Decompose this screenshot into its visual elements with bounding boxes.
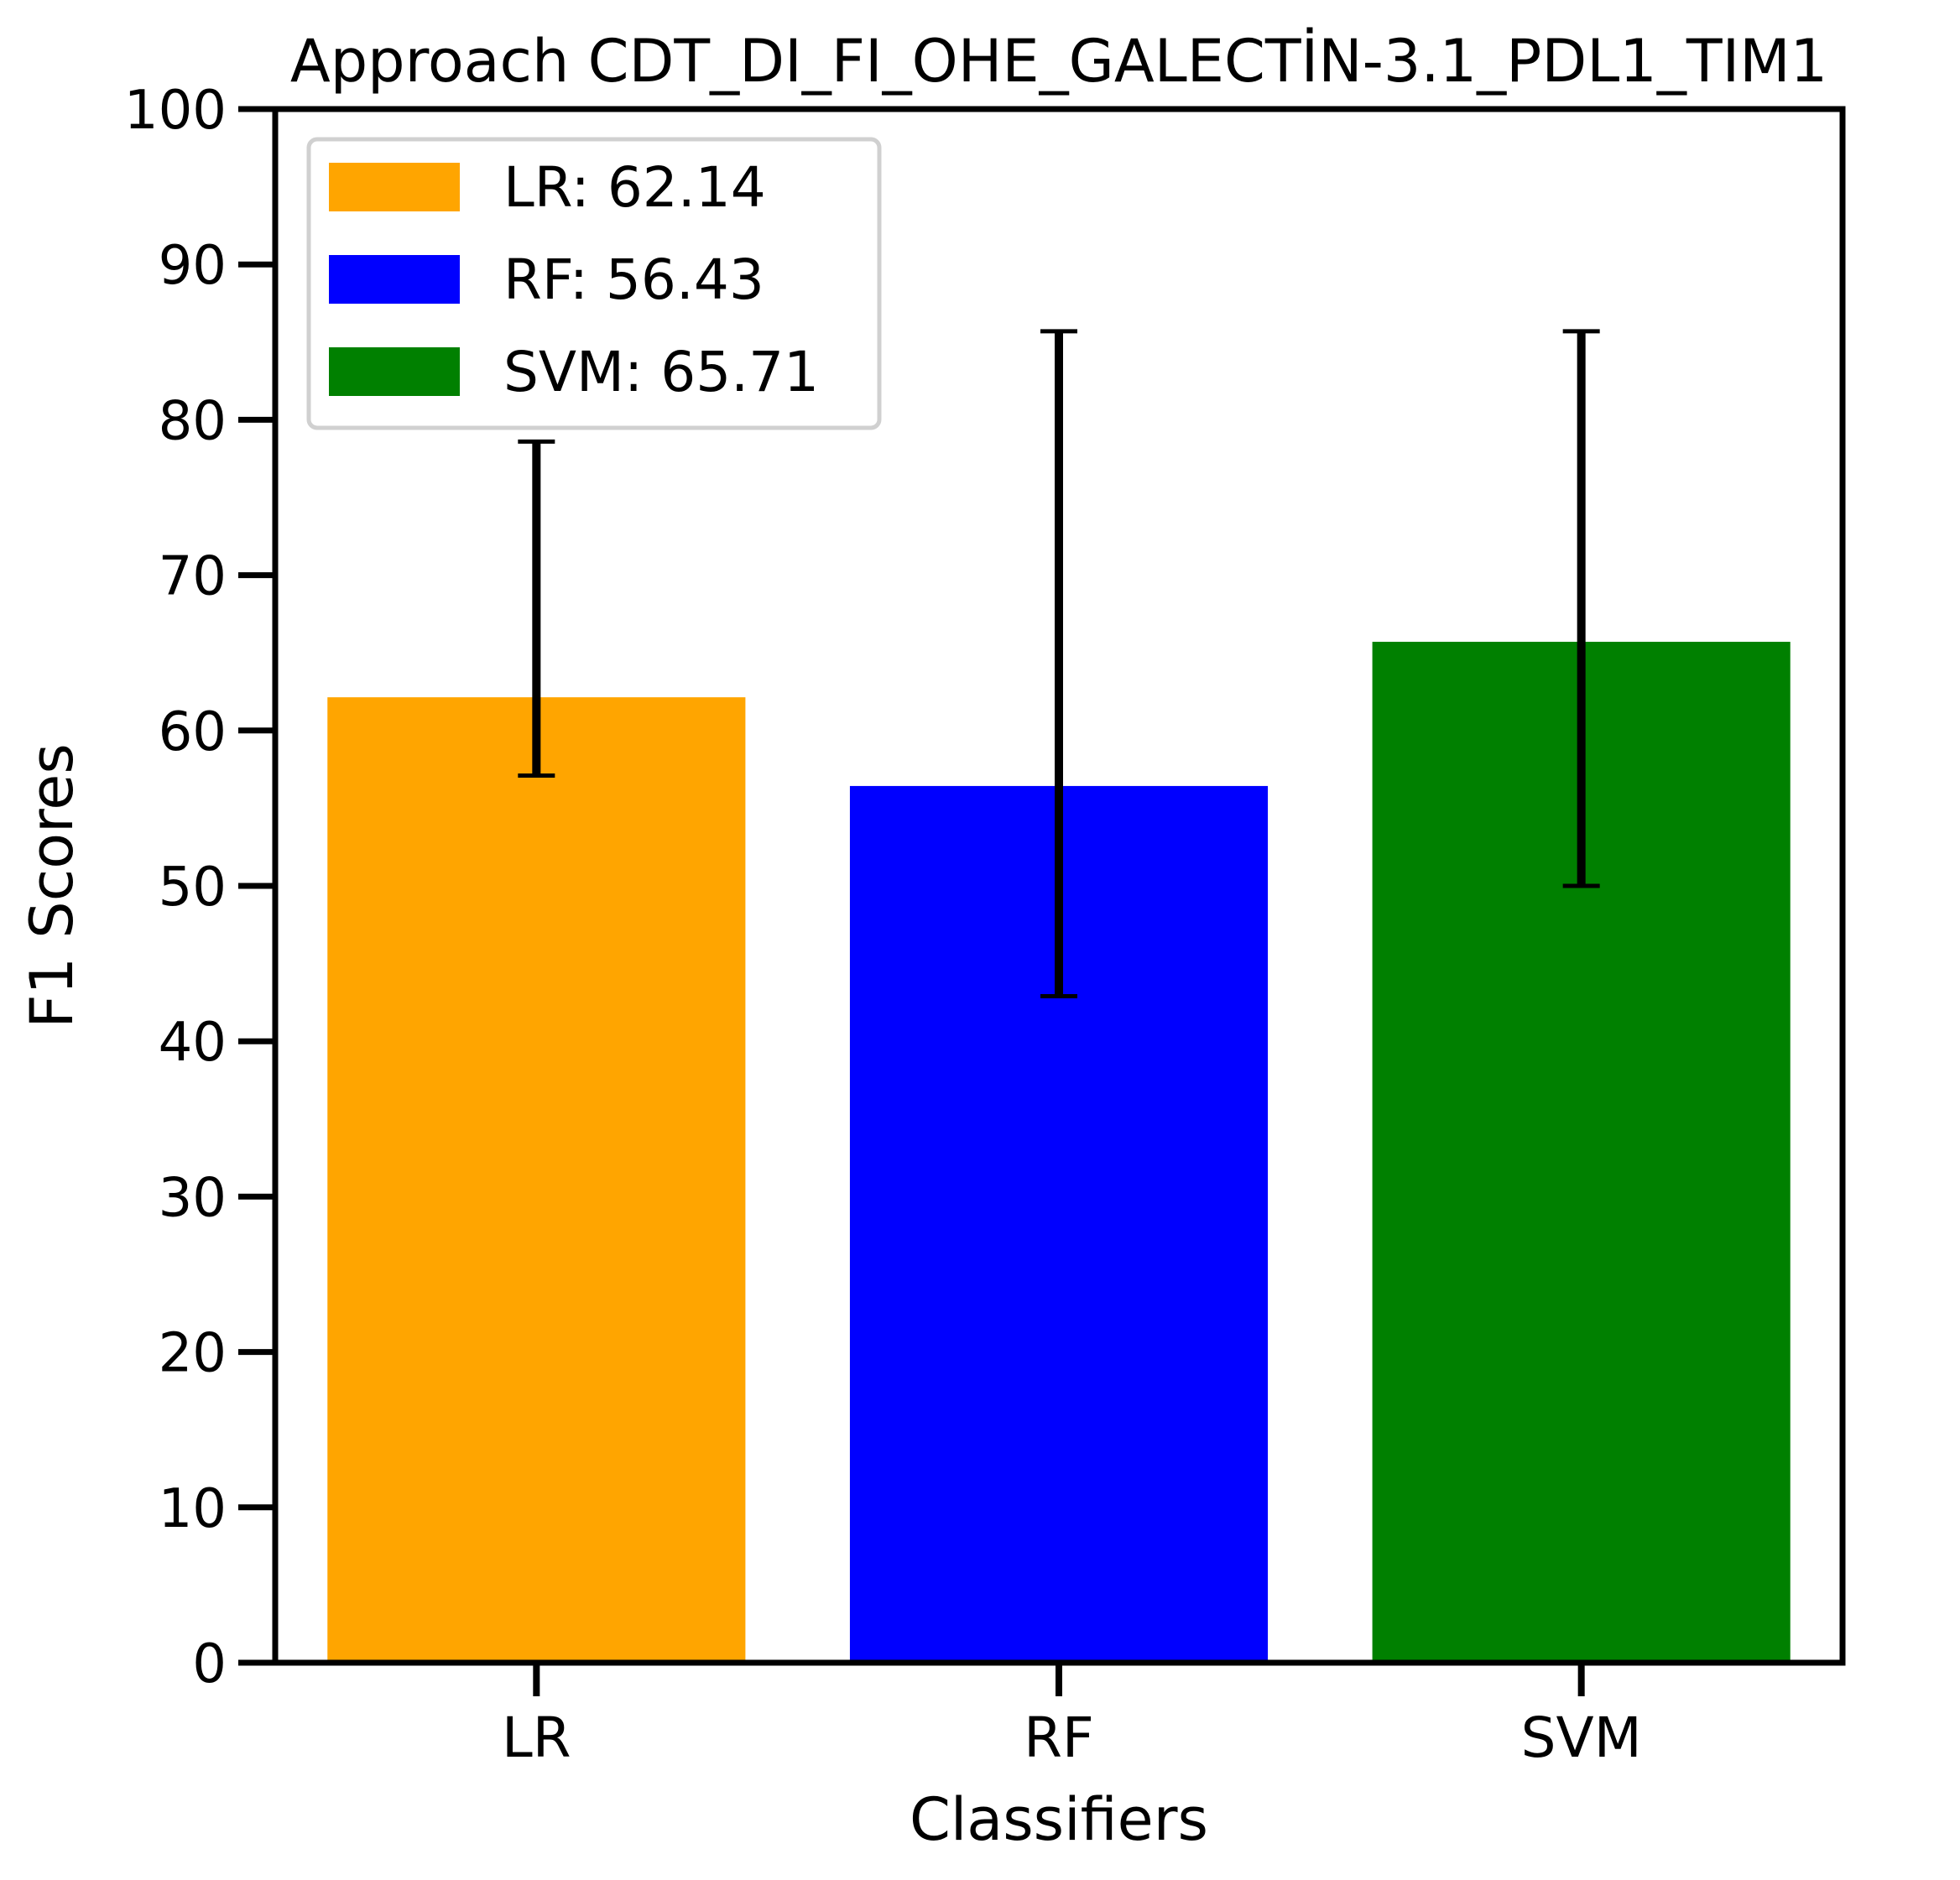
y-tick-label: 50	[159, 857, 227, 919]
legend-label-lr: LR: 62.14	[503, 155, 766, 220]
y-tick-label: 0	[192, 1633, 227, 1695]
y-tick-label: 90	[159, 235, 227, 297]
y-axis-label: F1 Scores	[18, 743, 86, 1029]
error-bars	[518, 329, 1600, 998]
legend-swatch-lr	[329, 163, 460, 211]
y-tick-label: 60	[159, 701, 227, 763]
legend-label-rf: RF: 56.43	[503, 247, 764, 312]
x-tick-label: LR	[502, 1706, 571, 1770]
bar-lr	[327, 697, 746, 1663]
y-tick-label: 70	[159, 546, 227, 608]
y-tick-label: 40	[159, 1012, 227, 1074]
y-tick-label: 10	[159, 1478, 227, 1540]
chart-title: Approach CDT_DI_FI_OHE_GALECTİN-3.1_PDL1…	[290, 27, 1827, 96]
y-tick-label: 30	[159, 1167, 227, 1229]
y-tick-label: 20	[159, 1323, 227, 1385]
bars	[327, 642, 1791, 1663]
x-axis: LR RF SVM	[502, 1663, 1642, 1770]
legend-swatch-svm	[329, 347, 460, 396]
y-tick-label: 100	[124, 80, 227, 142]
legend-label-svm: SVM: 65.71	[503, 340, 819, 404]
x-axis-label: Classifiers	[910, 1785, 1208, 1854]
y-tick-label: 80	[159, 390, 227, 452]
x-tick-label: SVM	[1521, 1706, 1642, 1770]
legend-swatch-rf	[329, 255, 460, 304]
legend: LR: 62.14 RF: 56.43 SVM: 65.71	[306, 137, 882, 430]
x-tick-label: RF	[1024, 1706, 1094, 1770]
y-axis: 0 10 20 30 40 50 60 70 80 90 100	[124, 80, 275, 1695]
